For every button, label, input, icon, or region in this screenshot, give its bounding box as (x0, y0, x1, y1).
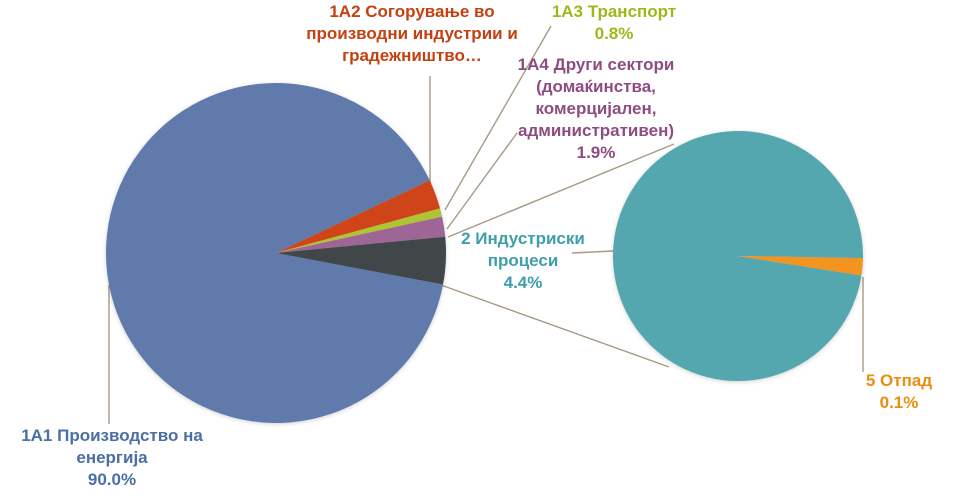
main-pie (105, 82, 446, 423)
pie-slice-breakout-group (276, 236, 446, 285)
label-percent: 90.0% (87, 470, 137, 489)
label-line: 1А4 Други сектори (517, 55, 675, 74)
label-line: градежништво… (342, 46, 482, 65)
leader-line-2-industrial (571, 250, 614, 254)
label-line: (домаќинства, (536, 77, 656, 96)
label-line: енергија (76, 448, 148, 467)
label-line: 1А2 Согорување во (329, 2, 495, 21)
label-1a3-transport: 1А3 Транспорт 0.8% (524, 1, 704, 45)
label-line: производни индустрии и (306, 24, 518, 43)
pie-slice-1a4-other-sectors (276, 216, 446, 253)
label-percent: 1.9% (576, 143, 616, 162)
label-5-waste: 5 Отпад 0.1% (838, 370, 960, 414)
label-line: 1А3 Транспорт (551, 2, 677, 21)
label-percent: 0.8% (594, 24, 634, 43)
label-line: 2 Индустриски (461, 229, 585, 248)
leader-lines (108, 25, 864, 424)
pie-slice-1a2-combustion (276, 180, 441, 253)
label-percent: 4.4% (503, 273, 543, 292)
series-connector-top (447, 143, 675, 238)
label-2-industrial-processes: 2 Индустриски процеси 4.4% (433, 228, 613, 294)
series-connector-bottom (440, 284, 670, 368)
pie-slice-2-industrial (612, 130, 863, 381)
label-line: комерцијален, (535, 99, 657, 118)
label-1a4-other-sectors: 1А4 Други сектори (домаќинства, комерциј… (496, 54, 696, 164)
label-1a1-energy-production: 1А1 Производство на енергија 90.0% (2, 425, 222, 491)
secondary-pie (612, 130, 863, 381)
pie-slice-1a1-energy (105, 82, 444, 423)
label-line: 1А1 Производство на (21, 426, 203, 445)
pie-slice-1a3-transport (276, 208, 443, 253)
label-line: административен) (518, 121, 674, 140)
pie-slice-5-waste (738, 256, 863, 276)
label-percent: 0.1% (879, 393, 919, 412)
leader-line-1a3 (444, 25, 552, 211)
label-line: 5 Отпад (865, 371, 933, 390)
leader-line-1a4 (446, 132, 518, 230)
label-1a2-combustion: 1А2 Согорување во производни индустрии и… (297, 1, 527, 67)
label-line: процеси (487, 251, 559, 270)
